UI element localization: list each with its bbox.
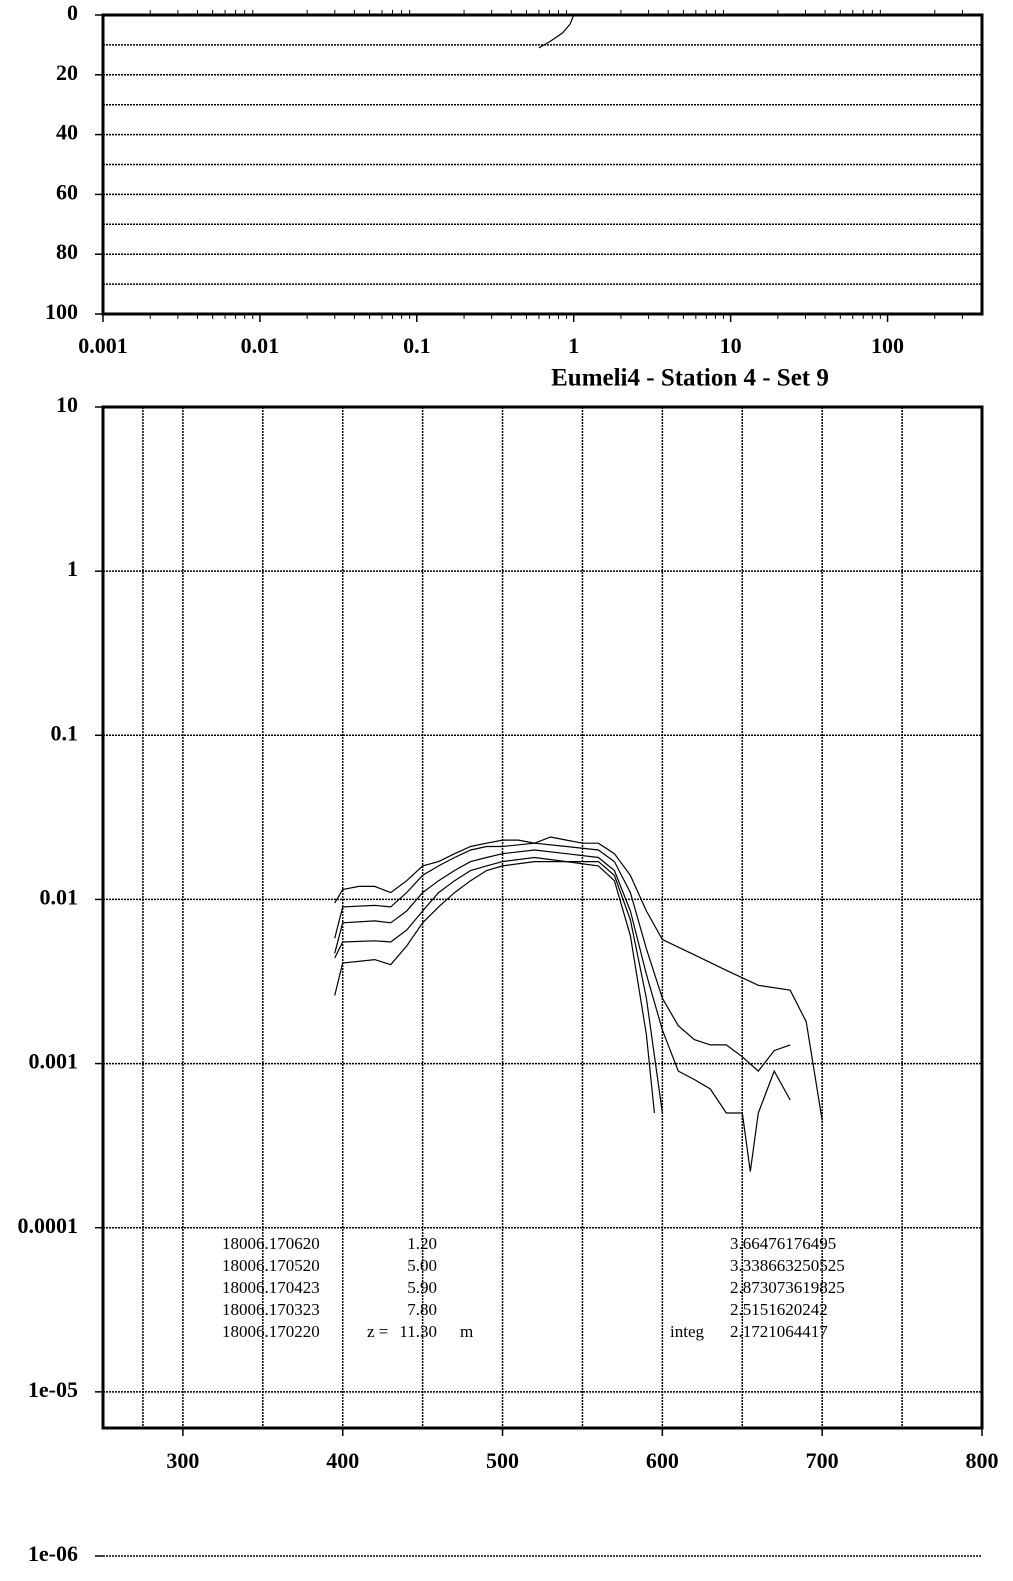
x-tick-label: 0.1 [403, 333, 431, 358]
integ-label: integ [670, 1322, 704, 1341]
x-tick-label: 800 [966, 1448, 999, 1473]
x-tick-label: 600 [646, 1448, 679, 1473]
y-tick-label: 100 [45, 299, 78, 324]
profile-id: 18006.170220 [222, 1322, 320, 1341]
x-tick-label: 100 [871, 333, 904, 358]
profile-id: 18006.170323 [222, 1300, 320, 1319]
y-tick-label: 10 [56, 392, 78, 417]
y-tick-label: 0.0001 [18, 1213, 79, 1238]
profile-depth: 11.30 [399, 1322, 437, 1341]
x-tick-label: 0.001 [78, 333, 128, 358]
z-label: z = [367, 1322, 388, 1341]
x-tick-label: 300 [166, 1448, 199, 1473]
y-tick-label: 40 [56, 120, 78, 145]
x-tick-label: 700 [806, 1448, 839, 1473]
profile-id: 18006.170520 [222, 1256, 320, 1275]
x-tick-label: 0.01 [241, 333, 280, 358]
data-line [334, 849, 791, 1172]
y-tick-label: 1e-06 [28, 1541, 78, 1566]
y-tick-label: 1 [67, 556, 78, 581]
y-tick-label: 0.01 [40, 884, 79, 909]
y-tick-label: 60 [56, 179, 78, 204]
y-tick-label: 0.1 [51, 720, 79, 745]
profile-depth: 1.20 [407, 1234, 437, 1253]
x-tick-label: 500 [486, 1448, 519, 1473]
x-tick-label: 1 [568, 333, 579, 358]
data-line [334, 856, 663, 1114]
unit-label: m [460, 1322, 473, 1341]
profile-depth: 5.00 [407, 1256, 437, 1275]
profile-id: 18006.170620 [222, 1234, 320, 1253]
data-line [334, 836, 823, 1121]
y-tick-label: 80 [56, 239, 78, 264]
profile-integral: 2.1721064417 [730, 1322, 828, 1341]
profile-integral: 2.873073619825 [730, 1278, 845, 1297]
plot-frame [101, 405, 984, 1430]
data-line [334, 861, 655, 1114]
data-line [334, 842, 791, 1072]
plot-frame [101, 13, 984, 316]
profile-integral: 2.5151620242 [730, 1300, 828, 1319]
y-tick-label: 1e-05 [28, 1377, 78, 1402]
profile-integral: 3.338663250525 [730, 1256, 845, 1275]
data-line [538, 14, 575, 49]
profile-id: 18006.170423 [222, 1278, 320, 1297]
chart-title: Eumeli4 - Station 4 - Set 9 [551, 365, 829, 392]
y-tick-label: 0 [67, 0, 78, 25]
y-tick-label: 20 [56, 60, 78, 85]
x-tick-label: 10 [720, 333, 742, 358]
profile-depth: 7.80 [407, 1300, 437, 1319]
y-tick-label: 0.001 [29, 1049, 79, 1074]
profile-integral: 3.66476176495 [730, 1234, 836, 1253]
x-tick-label: 400 [326, 1448, 359, 1473]
profile-depth: 5.90 [407, 1278, 437, 1297]
